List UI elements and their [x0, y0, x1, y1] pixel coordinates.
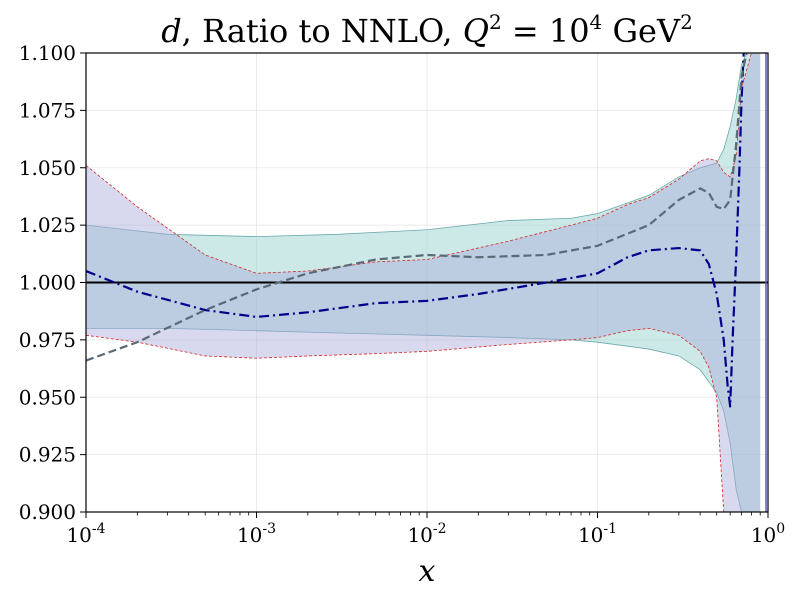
chart-title: d, Ratio to NNLO, Q2 = 104 GeV2	[161, 10, 693, 50]
y-tick-label: 1.050	[19, 156, 76, 180]
teal-band-upper-edge	[86, 53, 761, 238]
x-tick-label: 10-2	[407, 521, 446, 547]
x-tick-label: 10-4	[66, 521, 105, 547]
y-tick-label: 0.925	[19, 443, 76, 467]
plot-area	[86, 53, 768, 512]
y-tick-label: 0.900	[19, 500, 76, 524]
y-tick-label: 0.950	[19, 385, 76, 409]
alt-dashed-line	[86, 53, 748, 362]
purple-band-lower-edge	[86, 327, 761, 512]
x-axis-label: x	[419, 554, 436, 589]
x-tick-label: 100	[751, 521, 785, 547]
y-tick-label: 1.100	[19, 41, 76, 65]
teal-band-lower-edge	[86, 327, 761, 512]
x-tick-label: 10-3	[237, 521, 276, 547]
central-dashdot-line	[86, 53, 745, 408]
y-tick-label: 1.025	[19, 213, 76, 237]
x-tick-label: 10-1	[578, 521, 617, 547]
x-axis: 10-4 10-3 10-2 10-1 100	[66, 512, 785, 547]
y-axis: 0.900 0.925 0.950 0.975 1.000 1.025 1.050 1.075…	[19, 41, 86, 524]
y-tick-label: 1.000	[19, 271, 76, 295]
y-tick-label: 0.975	[19, 328, 76, 352]
y-tick-label: 1.075	[19, 98, 76, 122]
